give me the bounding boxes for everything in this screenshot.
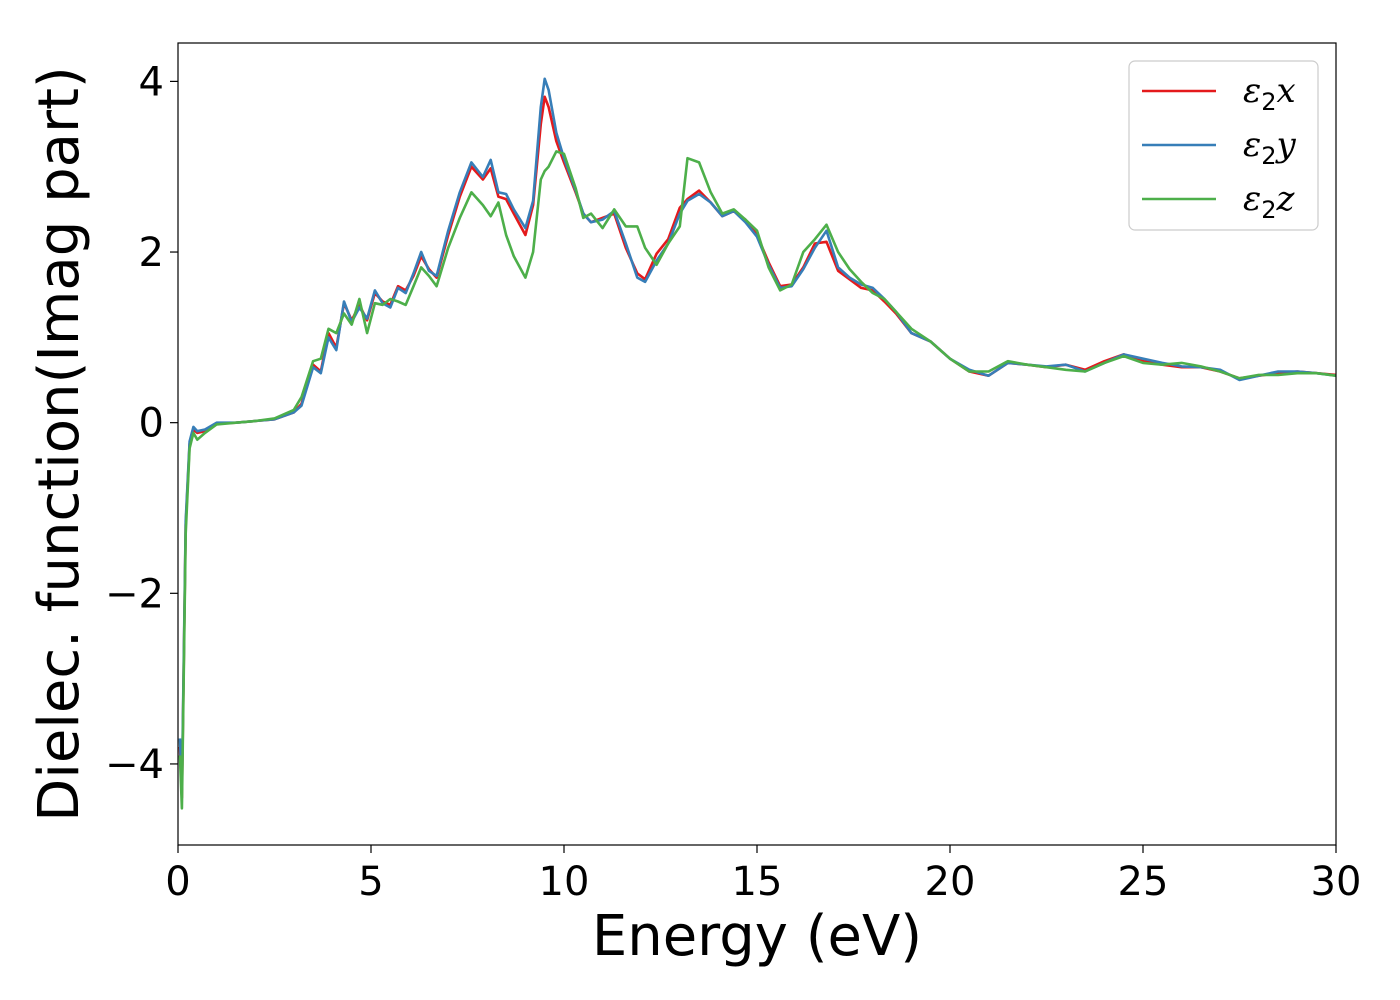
y-tick-label: −2 bbox=[105, 571, 164, 617]
legend-label-z: ε2z bbox=[1243, 179, 1296, 224]
x-tick-label: 10 bbox=[539, 859, 590, 905]
x-tick-label: 20 bbox=[925, 859, 976, 905]
y-tick-label: 0 bbox=[139, 401, 164, 447]
y-tick-label: 2 bbox=[139, 230, 164, 276]
y-axis-label: Dielec. function(Imag part) bbox=[27, 66, 92, 822]
x-axis-ticks: 0 5 10 15 20 25 30 bbox=[165, 845, 1361, 905]
x-tick-label: 15 bbox=[732, 859, 783, 905]
x-tick-label: 0 bbox=[165, 859, 190, 905]
legend-box bbox=[1128, 60, 1319, 231]
legend: ε2x ε2y ε2z bbox=[1128, 60, 1319, 231]
x-tick-label: 5 bbox=[358, 859, 383, 905]
y-tick-label: 4 bbox=[139, 59, 164, 105]
series-line-z bbox=[178, 150, 1337, 810]
x-tick-label: 30 bbox=[1311, 859, 1362, 905]
series-layer bbox=[178, 77, 1337, 810]
legend-label-y: ε2y bbox=[1243, 125, 1297, 170]
x-tick-label: 25 bbox=[1118, 859, 1169, 905]
legend-label-x: ε2x bbox=[1243, 71, 1296, 116]
y-axis-ticks: −4 −2 0 2 4 bbox=[105, 59, 178, 788]
x-axis-label: Energy (eV) bbox=[592, 904, 922, 969]
y-tick-label: −4 bbox=[105, 742, 164, 788]
